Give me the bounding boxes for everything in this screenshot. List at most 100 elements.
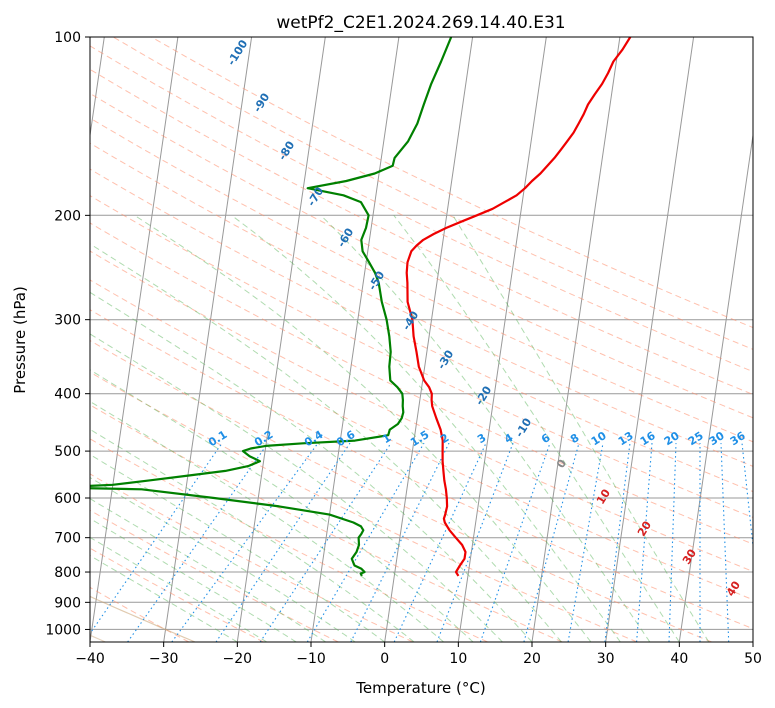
dry-adiabat-line <box>90 509 339 642</box>
mixing-ratio-label: 2 <box>438 431 451 446</box>
dewpoint-profile-line <box>90 37 453 577</box>
isotherm-line <box>605 37 695 642</box>
y-tick-label: 200 <box>54 208 81 224</box>
y-tick-label: 500 <box>54 444 81 460</box>
mixing-ratio-label: 25 <box>686 429 706 448</box>
dry-adiabat-line <box>90 547 264 642</box>
dry-adiabat-line <box>90 117 753 443</box>
dry-adiabat-label: 10 <box>594 487 613 507</box>
axes: −40 −30 −20 −10 0 10 20 30 40 5010020030040050060… <box>45 30 762 667</box>
mixing-ratio-label: 3 <box>475 431 488 446</box>
mixing-ratio-line <box>306 442 425 642</box>
mixing-ratio-line <box>567 443 604 642</box>
mixing-ratio-line <box>215 442 351 642</box>
mixing-ratio-line <box>259 442 392 642</box>
dry-adiabat-line <box>90 371 638 642</box>
moist-adiabat-line <box>90 498 326 642</box>
moist-adiabat-line <box>90 517 297 642</box>
x-tick-label: 10 <box>449 651 467 667</box>
moist-adiabat-line <box>90 476 356 642</box>
mixing-ratio-label: 1 <box>380 431 393 446</box>
y-tick-label: 700 <box>54 531 81 547</box>
dry-adiabat-label: -10 <box>513 416 535 440</box>
mixing-ratio-label: 36 <box>728 429 748 448</box>
dry-adiabat-label: -80 <box>276 139 298 163</box>
mixing-ratio-label: 10 <box>589 429 609 448</box>
dry-adiabat-line <box>90 68 753 396</box>
dry-adiabat-label: -50 <box>366 269 388 293</box>
frost-curve-line <box>90 595 196 642</box>
moist-adiabat-line <box>90 369 474 642</box>
dry-adiabat-line <box>90 473 414 642</box>
x-tick-label: −30 <box>149 651 179 667</box>
moist-adiabat-line <box>320 214 651 642</box>
x-tick-label: 20 <box>523 651 541 667</box>
moist-adiabat-line <box>90 536 268 642</box>
dry-adiabat-line <box>90 250 753 572</box>
moist-adiabat-line <box>393 214 680 642</box>
mixing-ratio-line <box>436 442 514 642</box>
dry-adiabat-line <box>112 37 753 350</box>
x-tick-label: 30 <box>597 651 615 667</box>
isotherm-line <box>90 37 179 642</box>
mixing-ratio-label: 0.6 <box>334 428 358 450</box>
mixing-ratio-label: 0.1 <box>206 428 229 449</box>
moist-adiabat-line <box>231 214 621 642</box>
isotherm-line <box>457 37 547 642</box>
dry-adiabat-line <box>90 309 753 630</box>
mixing-ratio-label: 13 <box>616 429 636 448</box>
y-tick-label: 300 <box>54 313 81 329</box>
sounding-series <box>90 37 632 577</box>
moist-adiabat-line <box>90 333 503 642</box>
isotherm-line <box>752 638 753 642</box>
x-tick-label: −40 <box>75 651 105 667</box>
mixing-ratio-line <box>523 442 580 642</box>
dry-adiabat-line <box>90 195 753 519</box>
isotherm-line <box>163 37 253 642</box>
dry-adiabat-label: 20 <box>635 519 654 539</box>
moist-adiabat-line <box>134 214 592 642</box>
x-tick-label: −20 <box>223 651 253 667</box>
dry-adiabat-label: 30 <box>680 547 699 567</box>
isotherm-line <box>90 37 105 139</box>
dry-adiabat-label: -40 <box>400 309 422 333</box>
isotherm-line <box>384 37 474 642</box>
y-tick-label: 900 <box>54 595 81 611</box>
moist-adiabat-line <box>90 291 533 642</box>
dry-adiabat-line <box>90 404 563 642</box>
x-axis-label: Temperature (°C) <box>355 679 485 697</box>
dry-adiabat-label: -60 <box>335 226 357 250</box>
y-tick-label: 400 <box>54 387 81 403</box>
dry-adiabat-line <box>90 279 753 601</box>
temperature-profile-line <box>405 37 632 577</box>
x-tick-label: 50 <box>744 651 762 667</box>
mixing-ratio-line <box>604 443 631 642</box>
dry-adiabat-label: -100 <box>225 37 251 68</box>
background-lines <box>90 37 753 642</box>
mixing-ratio-line <box>171 442 319 642</box>
plot-frame <box>89 36 754 643</box>
dry-adiabat-line <box>90 339 712 642</box>
moist-adiabat-line <box>90 454 385 642</box>
dry-adiabat-line <box>90 142 753 467</box>
dry-adiabat-label: -20 <box>473 384 495 408</box>
chart-title: wetPf2_C2E1.2024.269.14.40.E31 <box>276 13 565 33</box>
mixing-ratio-label: 0.4 <box>302 428 326 450</box>
y-tick-label: 100 <box>54 30 81 46</box>
mixing-ratio-line <box>479 442 551 642</box>
x-tick-label: −10 <box>296 651 326 667</box>
mixing-ratio-line <box>668 443 677 642</box>
y-tick-label: 600 <box>54 491 81 507</box>
dry-adiabat-label: 0 <box>554 457 569 471</box>
mixing-ratio-line <box>720 443 730 642</box>
dry-adiabat-label: -30 <box>435 348 457 372</box>
y-tick-label: 1000 <box>45 622 81 638</box>
dry-adiabat-line <box>90 168 753 493</box>
mixing-ratio-line <box>350 442 450 642</box>
mixing-ratio-line <box>636 443 653 642</box>
mixing-ratio-line <box>393 442 487 642</box>
moist-adiabat-line <box>452 215 710 642</box>
y-axis-label: Pressure (hPa) <box>11 286 29 394</box>
moist-adiabat-line <box>90 428 415 642</box>
